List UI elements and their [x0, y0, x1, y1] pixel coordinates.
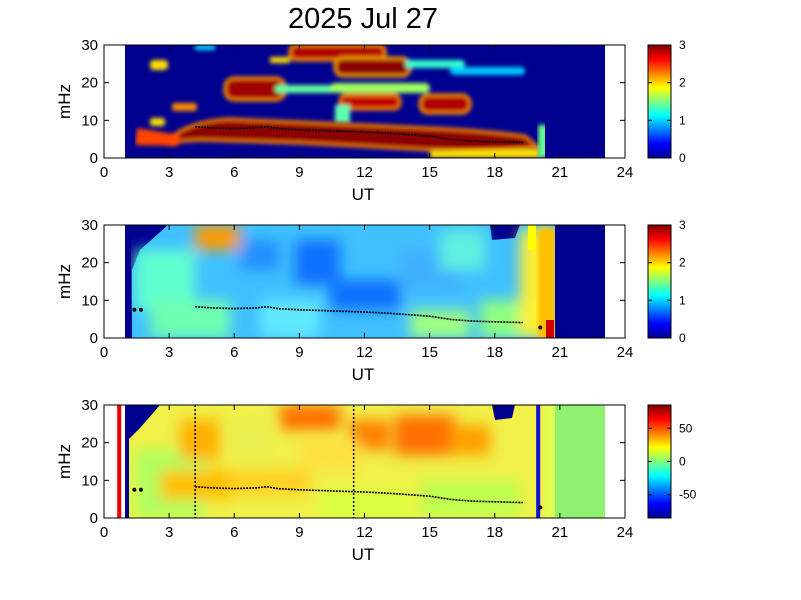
colorbar-tick-label: 0: [679, 331, 686, 345]
y-tick-label: 10: [81, 292, 98, 309]
peak-frequency-point: [138, 487, 143, 492]
panel-1-colorbar: [647, 44, 672, 159]
x-tick-label: 12: [356, 164, 373, 181]
x-tick-label: 0: [100, 344, 108, 361]
x-tick-label: 15: [421, 524, 438, 541]
colorbar-tick-label: 1: [679, 113, 686, 127]
colorbar-tick-label: 0: [679, 455, 686, 469]
colorbar-tick-label: 0: [679, 151, 686, 165]
panel-1-ylabel: mHz: [55, 84, 74, 119]
colorbar-tick-label: 50: [679, 421, 693, 435]
x-tick-label: 24: [617, 344, 634, 361]
peak-frequency-point: [132, 487, 137, 492]
x-tick-label: 3: [165, 164, 173, 181]
x-tick-label: 0: [100, 524, 108, 541]
figure-title: 2025 Jul 27: [288, 3, 438, 35]
panel-3-ylabel: mHz: [55, 444, 74, 479]
x-tick-label: 18: [486, 524, 503, 541]
panel-3-spectrogram: [125, 405, 605, 518]
peak-frequency-point: [538, 325, 543, 330]
x-tick-label: 15: [421, 164, 438, 181]
peak-frequency-point: [538, 505, 543, 510]
y-tick-label: 20: [81, 255, 98, 272]
peak-frequency-point: [138, 307, 143, 312]
panel-1-spectrogram: [125, 45, 605, 158]
colorbar-tick-label: 2: [679, 76, 686, 90]
panel-2-ylabel: mHz: [55, 264, 74, 299]
y-tick-label: 30: [81, 217, 98, 234]
panel-3-peak-frequency-line: [195, 485, 524, 504]
x-tick-label: 24: [617, 524, 634, 541]
x-tick-label: 0: [100, 164, 108, 181]
y-tick-label: 30: [81, 397, 98, 414]
panel-2-colorbar: [647, 224, 672, 339]
x-tick-label: 9: [295, 164, 303, 181]
x-tick-label: 18: [486, 164, 503, 181]
x-tick-label: 9: [295, 524, 303, 541]
x-tick-label: 21: [552, 344, 569, 361]
y-tick-label: 20: [81, 75, 98, 92]
y-tick-label: 0: [90, 510, 98, 527]
panel-1-xlabel: UT: [352, 185, 375, 204]
y-tick-label: 10: [81, 472, 98, 489]
x-tick-label: 6: [230, 524, 238, 541]
colorbar-tick-label: 2: [679, 256, 686, 270]
x-tick-label: 12: [356, 344, 373, 361]
x-tick-label: 3: [165, 524, 173, 541]
colorbar-tick-label: 3: [679, 218, 686, 232]
y-tick-label: 0: [90, 330, 98, 347]
colorbar-tick-label: -50: [679, 488, 697, 502]
peak-frequency-point: [132, 307, 137, 312]
colorbar-tick-label: 3: [679, 38, 686, 52]
y-tick-label: 20: [81, 435, 98, 452]
y-tick-label: 30: [81, 37, 98, 54]
y-tick-label: 10: [81, 112, 98, 129]
panel-2-spectrogram: [125, 225, 605, 338]
x-tick-label: 21: [552, 164, 569, 181]
panel-3-xlabel: UT: [352, 545, 375, 564]
x-tick-label: 21: [552, 524, 569, 541]
panel-2-peak-frequency-line: [195, 305, 524, 324]
x-tick-label: 9: [295, 344, 303, 361]
y-tick-label: 0: [90, 150, 98, 167]
x-tick-label: 6: [230, 164, 238, 181]
panel-1-peak-frequency-line: [195, 125, 524, 144]
colorbar-tick-label: 1: [679, 293, 686, 307]
x-tick-label: 15: [421, 344, 438, 361]
x-tick-label: 6: [230, 344, 238, 361]
x-tick-label: 18: [486, 344, 503, 361]
x-tick-label: 24: [617, 164, 634, 181]
x-tick-label: 3: [165, 344, 173, 361]
panel-3: 0 3 6 9 12 15 18 21 24 0 10 20 30 mHz UT 50 0 -50: [55, 397, 697, 564]
panel-2-xlabel: UT: [352, 365, 375, 384]
x-tick-label: 12: [356, 524, 373, 541]
